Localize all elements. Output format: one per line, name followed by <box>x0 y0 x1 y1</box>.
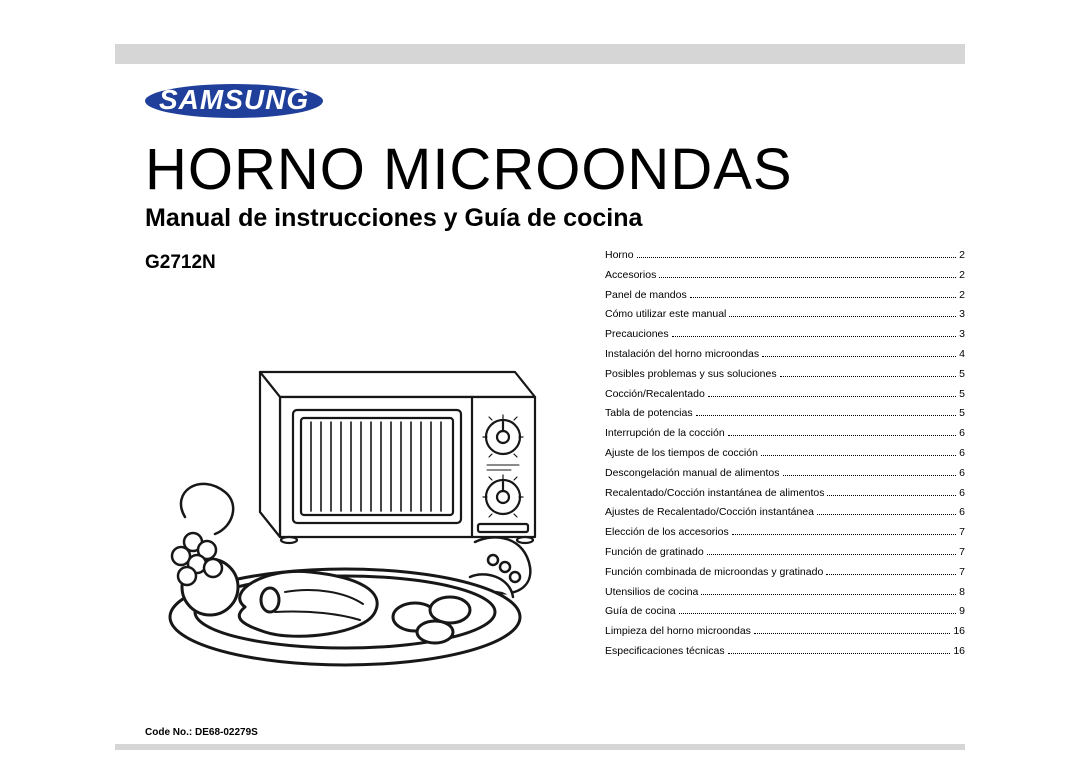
toc-row: Elección de los accesorios 7 <box>605 527 965 538</box>
toc-leader-dots <box>783 470 957 476</box>
toc-label: Elección de los accesorios <box>605 527 729 538</box>
toc-page-number: 3 <box>959 329 965 340</box>
toc-page-number: 2 <box>959 250 965 261</box>
toc-label: Ajuste de los tiempos de cocción <box>605 448 758 459</box>
toc-label: Limpieza del horno microondas <box>605 626 751 637</box>
microwave-food-illustration <box>115 342 575 672</box>
microwave-icon <box>260 372 535 543</box>
toc-page-number: 7 <box>959 567 965 578</box>
toc-row: Horno 2 <box>605 250 965 261</box>
toc-page-number: 6 <box>959 448 965 459</box>
toc-row: Limpieza del horno microondas 16 <box>605 626 965 637</box>
brand-logo: SAMSUNG <box>145 84 323 118</box>
toc-row: Ajuste de los tiempos de cocción 6 <box>605 448 965 459</box>
toc-row: Guía de cocina 9 <box>605 606 965 617</box>
toc-row: Instalación del horno microondas 4 <box>605 349 965 360</box>
toc-row: Recalentado/Cocción instantánea de alime… <box>605 488 965 499</box>
toc-page-number: 5 <box>959 369 965 380</box>
model-number: G2712N <box>145 252 216 274</box>
toc-label: Recalentado/Cocción instantánea de alime… <box>605 488 824 499</box>
toc-label: Cocción/Recalentado <box>605 389 705 400</box>
toc-page-number: 2 <box>959 290 965 301</box>
toc-leader-dots <box>780 371 957 377</box>
toc-page-number: 4 <box>959 349 965 360</box>
toc-row: Accesorios 2 <box>605 270 965 281</box>
decorative-band-bottom <box>115 744 965 750</box>
toc-row: Cocción/Recalentado 5 <box>605 389 965 400</box>
toc-row: Cómo utilizar este manual 3 <box>605 309 965 320</box>
toc-label: Utensilios de cocina <box>605 587 698 598</box>
toc-leader-dots <box>696 410 957 416</box>
toc-page-number: 5 <box>959 389 965 400</box>
toc-label: Guía de cocina <box>605 606 676 617</box>
toc-leader-dots <box>707 549 957 555</box>
toc-leader-dots <box>679 608 957 614</box>
toc-page-number: 6 <box>959 507 965 518</box>
toc-page-number: 7 <box>959 547 965 558</box>
toc-row: Especificaciones técnicas 16 <box>605 646 965 657</box>
toc-label: Cómo utilizar este manual <box>605 309 726 320</box>
toc-row: Tabla de potencias 5 <box>605 408 965 419</box>
toc-leader-dots <box>817 509 956 515</box>
toc-page-number: 5 <box>959 408 965 419</box>
toc-leader-dots <box>732 529 956 535</box>
toc-leader-dots <box>637 252 957 258</box>
document-title: HORNO MICROONDAS <box>145 136 793 203</box>
toc-leader-dots <box>754 628 950 634</box>
toc-page-number: 7 <box>959 527 965 538</box>
toc-row: Función combinada de microondas y gratin… <box>605 567 965 578</box>
toc-leader-dots <box>690 291 956 297</box>
toc-leader-dots <box>728 648 951 654</box>
toc-leader-dots <box>729 311 956 317</box>
toc-page-number: 6 <box>959 488 965 499</box>
toc-leader-dots <box>762 351 956 357</box>
toc-row: Descongelación manual de alimentos 6 <box>605 468 965 479</box>
toc-row: Posibles problemas y sus soluciones 5 <box>605 369 965 380</box>
toc-page-number: 16 <box>953 646 965 657</box>
toc-label: Función de gratinado <box>605 547 704 558</box>
toc-leader-dots <box>659 272 956 278</box>
toc-page-number: 6 <box>959 428 965 439</box>
toc-leader-dots <box>826 569 956 575</box>
toc-label: Especificaciones técnicas <box>605 646 725 657</box>
toc-page-number: 3 <box>959 309 965 320</box>
toc-row: Precauciones 3 <box>605 329 965 340</box>
toc-leader-dots <box>672 331 957 337</box>
toc-row: Utensilios de cocina 8 <box>605 587 965 598</box>
toc-label: Tabla de potencias <box>605 408 693 419</box>
toc-label: Instalación del horno microondas <box>605 349 759 360</box>
toc-label: Precauciones <box>605 329 669 340</box>
document-subtitle: Manual de instrucciones y Guía de cocina <box>145 204 642 233</box>
toc-label: Horno <box>605 250 634 261</box>
samsung-logo-text: SAMSUNG <box>145 84 323 118</box>
toc-leader-dots <box>827 489 956 495</box>
toc-page-number: 2 <box>959 270 965 281</box>
decorative-band-top <box>115 44 965 64</box>
toc-label: Ajustes de Recalentado/Cocción instantán… <box>605 507 814 518</box>
toc-label: Panel de mandos <box>605 290 687 301</box>
toc-row: Panel de mandos 2 <box>605 290 965 301</box>
toc-page-number: 9 <box>959 606 965 617</box>
toc-label: Interrupción de la cocción <box>605 428 725 439</box>
toc-label: Posibles problemas y sus soluciones <box>605 369 777 380</box>
toc-leader-dots <box>701 588 956 594</box>
code-number: Code No.: DE68-02279S <box>145 727 258 738</box>
toc-label: Descongelación manual de alimentos <box>605 468 780 479</box>
toc-row: Interrupción de la cocción 6 <box>605 428 965 439</box>
toc-label: Función combinada de microondas y gratin… <box>605 567 823 578</box>
toc-leader-dots <box>761 450 956 456</box>
toc-leader-dots <box>708 390 956 396</box>
toc-page-number: 8 <box>959 587 965 598</box>
toc-row: Función de gratinado 7 <box>605 547 965 558</box>
toc-label: Accesorios <box>605 270 656 281</box>
content-area: SAMSUNG HORNO MICROONDAS Manual de instr… <box>115 64 965 744</box>
manual-cover-page: SAMSUNG HORNO MICROONDAS Manual de instr… <box>0 0 1080 763</box>
toc-row: Ajustes de Recalentado/Cocción instantán… <box>605 507 965 518</box>
toc-page-number: 6 <box>959 468 965 479</box>
toc-page-number: 16 <box>953 626 965 637</box>
table-of-contents: Horno 2 Accesorios 2 Panel de mandos 2 Cómo ut… <box>605 250 965 666</box>
toc-leader-dots <box>728 430 957 436</box>
